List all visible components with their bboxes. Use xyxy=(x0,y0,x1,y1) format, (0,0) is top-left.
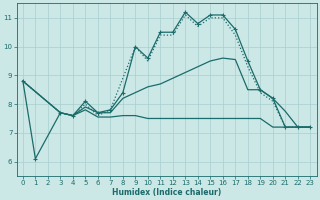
X-axis label: Humidex (Indice chaleur): Humidex (Indice chaleur) xyxy=(112,188,221,197)
